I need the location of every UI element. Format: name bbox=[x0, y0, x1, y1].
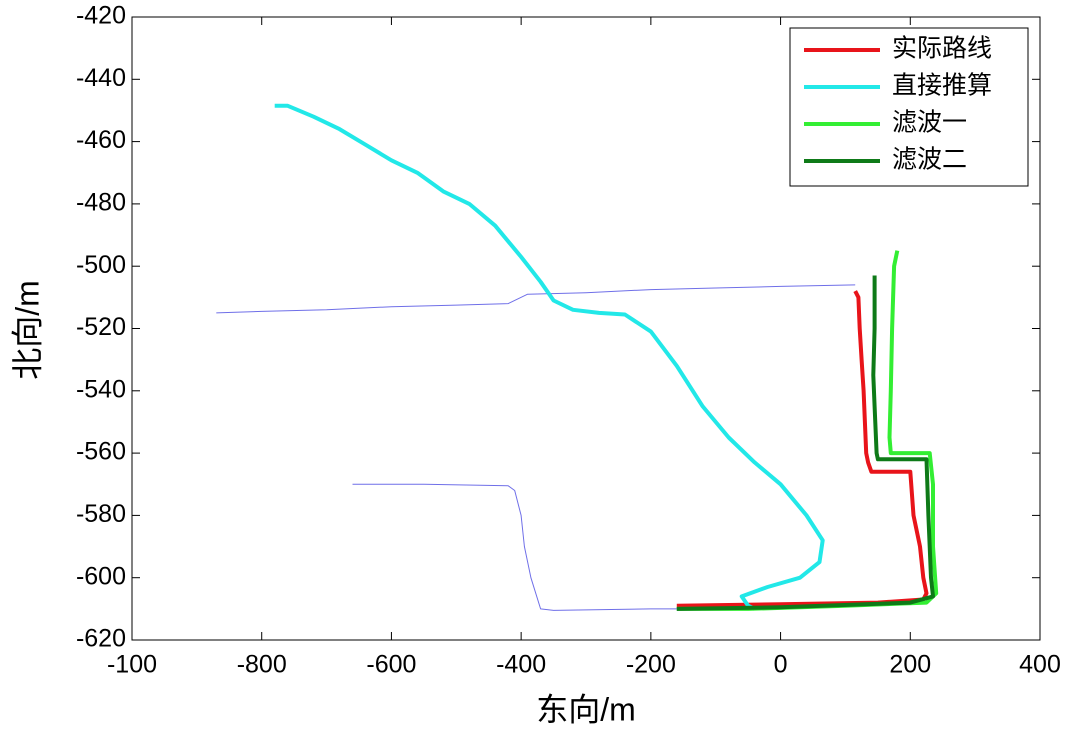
x-tick-label: 0 bbox=[774, 651, 788, 679]
y-tick-label: -540 bbox=[76, 375, 126, 403]
y-axis-label: 北向/m bbox=[9, 280, 45, 380]
y-tick-label: -500 bbox=[76, 251, 126, 279]
y-tick-label: -620 bbox=[76, 625, 126, 653]
x-tick-label: 400 bbox=[1019, 651, 1061, 679]
legend-label: 滤波一 bbox=[892, 109, 967, 137]
series-line bbox=[676, 275, 935, 611]
y-tick-label: -460 bbox=[76, 126, 126, 154]
y-tick-label: -420 bbox=[76, 2, 126, 30]
y-tick-label: -580 bbox=[76, 500, 126, 528]
y-tick-label: -480 bbox=[76, 189, 126, 217]
x-axis-label: 东向/m bbox=[536, 691, 636, 727]
x-tick-label: -800 bbox=[237, 651, 287, 679]
x-tick-label: -400 bbox=[496, 651, 546, 679]
legend-label: 滤波二 bbox=[892, 146, 967, 174]
y-tick-label: -600 bbox=[76, 562, 126, 590]
series-line bbox=[274, 103, 825, 611]
x-tick-label: -100 bbox=[107, 651, 157, 679]
y-tick-label: -560 bbox=[76, 438, 126, 466]
x-tick-label: -200 bbox=[626, 651, 676, 679]
x-tick-label: -600 bbox=[366, 651, 416, 679]
y-tick-label: -520 bbox=[76, 313, 126, 341]
series-line bbox=[216, 284, 856, 611]
x-tick-label: 200 bbox=[889, 651, 931, 679]
legend-label: 实际路线 bbox=[892, 35, 992, 63]
y-tick-label: -440 bbox=[76, 64, 126, 92]
legend-label: 直接推算 bbox=[892, 72, 992, 100]
